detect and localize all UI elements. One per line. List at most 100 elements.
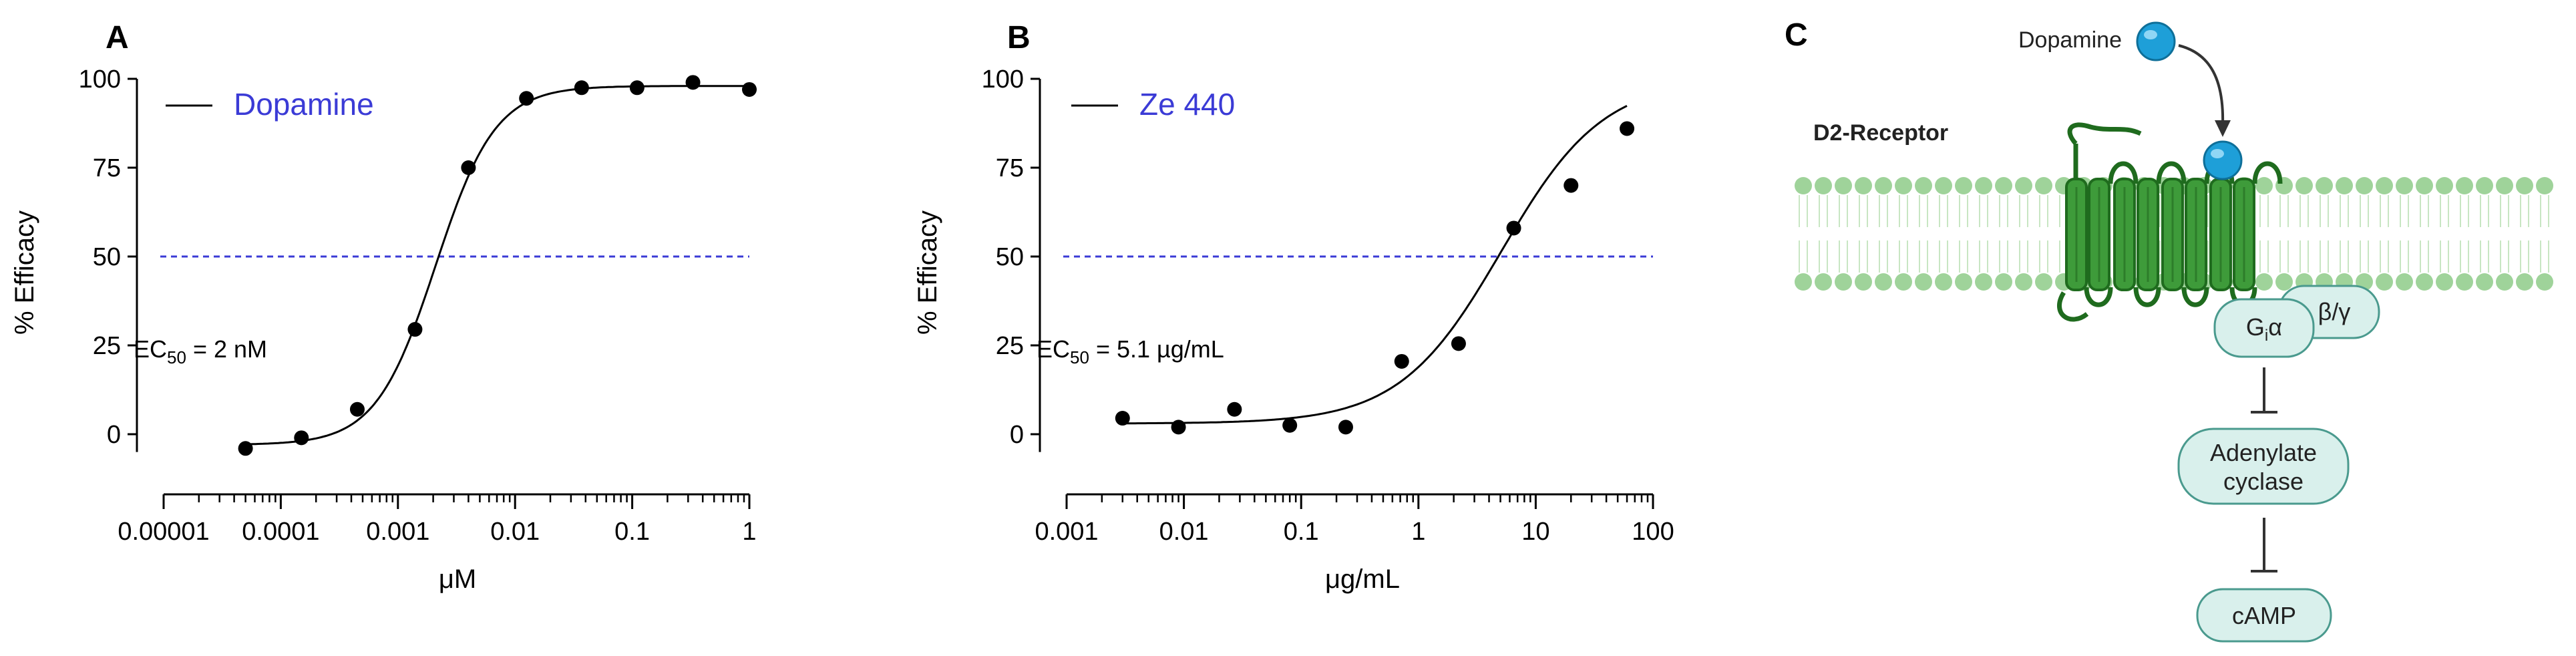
- lipid-head: [2376, 273, 2393, 291]
- ec50-a-label: EC50 = 2 nM: [134, 335, 267, 367]
- data-point: [1227, 401, 1242, 417]
- free-dopamine-highlight: [2144, 30, 2157, 39]
- lipid-head: [1815, 177, 1832, 194]
- x-tick-label: 0.001: [1035, 518, 1098, 546]
- lipid-head: [1895, 273, 1912, 291]
- x-tick-label: 0.00001: [118, 518, 209, 546]
- legend-a-label: Dopamine: [234, 87, 374, 122]
- lipid-head: [1855, 273, 1872, 291]
- fit-curve-line: [245, 85, 749, 446]
- y-tick-label: 25: [93, 332, 121, 360]
- lipid-head: [2436, 273, 2453, 291]
- data-point: [1394, 353, 1409, 369]
- lipid-head: [2035, 273, 2052, 291]
- data-point: [461, 160, 476, 175]
- signaling-diagram-c: C D2-Receptor Dopamine: [1785, 17, 2553, 643]
- lipid-head: [1915, 177, 1932, 194]
- lipid-head: [2536, 177, 2553, 194]
- y-tick-label: 100: [79, 65, 121, 94]
- lipid-head: [2035, 177, 2052, 194]
- lipid-head: [2015, 273, 2032, 291]
- x-tick-label: 0.0001: [242, 518, 319, 546]
- lipid-head: [2476, 177, 2493, 194]
- data-point: [685, 75, 701, 90]
- lipid-head: [1995, 177, 2012, 194]
- y-tick-label: 25: [996, 332, 1024, 360]
- lipid-head: [1935, 177, 1952, 194]
- lipid-head: [1795, 177, 1812, 194]
- lipid-head: [2436, 177, 2453, 194]
- lipid-head: [1915, 273, 1932, 291]
- lipid-head: [1895, 177, 1912, 194]
- y-tick-label: 100: [982, 65, 1024, 94]
- chart-b-ticks: 0 25 50 75 100 0.001 0.01 0.1 1 10 100: [982, 65, 1674, 546]
- lipid-head: [2516, 177, 2533, 194]
- chart-panel-b: B 0 25 50 75 100 0.001 0.01 0.1 1 10 100 Ze 440 EC…: [913, 20, 1674, 594]
- data-point: [294, 430, 309, 446]
- x-tick-label: 0.01: [1159, 518, 1209, 546]
- lipid-head: [2255, 273, 2273, 291]
- lipid-head: [1875, 273, 1892, 291]
- chart-a-fit-curve: [245, 85, 749, 446]
- dopamine-label: Dopamine: [2018, 27, 2122, 53]
- lipid-head: [2536, 273, 2553, 291]
- camp-label: cAMP: [2232, 602, 2296, 629]
- receptor-helices: [2065, 178, 2255, 291]
- chart-a-ticks: 0 25 50 75 100 0.00001 0.0001 0.001 0.01 0.1 1: [79, 65, 757, 546]
- y-tick-label: 0: [1010, 421, 1024, 449]
- bound-dopamine-icon: [2203, 140, 2243, 180]
- bound-dopamine-highlight: [2211, 149, 2224, 158]
- lipid-head: [2316, 177, 2333, 194]
- lipid-head: [1875, 177, 1892, 194]
- lipid-head: [2396, 273, 2413, 291]
- adenylate-cyclase-box: [2177, 428, 2350, 505]
- binding-arrowhead-icon: [2215, 120, 2231, 137]
- camp-box: [2196, 588, 2332, 643]
- data-point: [1282, 418, 1298, 433]
- data-point: [407, 322, 423, 337]
- fit-curve-line: [1122, 105, 1628, 425]
- data-point: [742, 81, 757, 97]
- x-tick-label: 0.1: [614, 518, 650, 546]
- lipid-head: [2015, 177, 2032, 194]
- legend-b-label: Ze 440: [1139, 87, 1235, 122]
- lipid-head: [2456, 273, 2473, 291]
- lipid-head: [2255, 177, 2273, 194]
- lipid-head: [2376, 177, 2393, 194]
- x-tick-label: 0.01: [490, 518, 540, 546]
- adenylate-cyclase-line2: cyclase: [2223, 468, 2304, 495]
- x-tick-label: 10: [1521, 518, 1549, 546]
- lipid-head: [2356, 177, 2373, 194]
- data-point: [1451, 336, 1466, 351]
- y-axis-title-a: % Efficacy: [10, 210, 39, 335]
- receptor-label: D2-Receptor: [1813, 120, 1948, 146]
- adenylate-cyclase-line1: Adenylate: [2210, 439, 2317, 466]
- lipid-head: [1935, 273, 1952, 291]
- lipid-head: [1975, 273, 1992, 291]
- y-axis-title-b: % Efficacy: [913, 210, 942, 335]
- x-tick-label: 1: [742, 518, 756, 546]
- chart-b-fit-curve: [1122, 105, 1628, 425]
- chart-a-axes: [136, 79, 749, 496]
- lipid-head: [1955, 177, 1972, 194]
- g-beta-gamma-label: β/γ: [2318, 298, 2351, 325]
- x-tick-label: 0.001: [366, 518, 429, 546]
- chart-b-points: [1115, 121, 1635, 435]
- g-alpha-label: Giα: [2246, 313, 2282, 345]
- data-point: [629, 80, 645, 96]
- lipid-head: [2416, 177, 2433, 194]
- lipid-head: [2516, 273, 2533, 291]
- data-point: [1506, 220, 1521, 236]
- lipid-head: [1835, 177, 1852, 194]
- data-point: [238, 441, 253, 456]
- lipid-head: [2476, 273, 2493, 291]
- panel-label-c: C: [1785, 17, 1808, 53]
- receptor-n-terminus: [2067, 122, 2142, 146]
- lipid-head: [1975, 177, 1992, 194]
- lipid-head: [1855, 177, 1872, 194]
- x-axis-title-a: μM: [439, 564, 476, 594]
- data-point: [1115, 411, 1130, 426]
- x-tick-label: 0.1: [1284, 518, 1319, 546]
- x-tick-label: 1: [1411, 518, 1425, 546]
- panel-label-a: A: [106, 20, 129, 55]
